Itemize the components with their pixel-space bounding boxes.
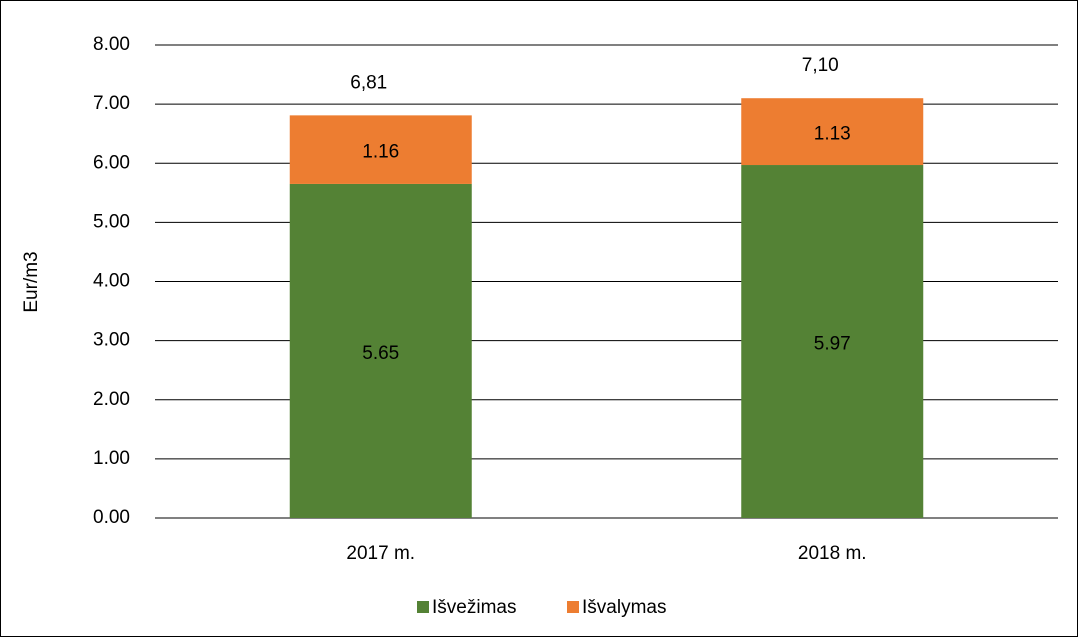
- y-tick-label: 0.00: [93, 507, 130, 528]
- data-label: 1.16: [362, 142, 399, 163]
- y-tick-label: 8.00: [93, 34, 130, 55]
- y-tick-label: 4.00: [93, 271, 130, 292]
- data-label: 1.13: [814, 124, 851, 145]
- legend-swatch: [417, 601, 429, 613]
- y-axis-label: Eur/m3: [21, 251, 42, 312]
- legend-label: Išvalymas: [582, 597, 666, 618]
- bar-segment: [289, 183, 472, 518]
- legend-label: Išvežimas: [432, 597, 516, 618]
- data-label: 5.97: [814, 334, 851, 355]
- y-tick-label: 3.00: [93, 330, 130, 351]
- bar-segment: [289, 115, 472, 184]
- y-tick-label: 2.00: [93, 389, 130, 410]
- legend-swatch: [567, 601, 579, 613]
- y-tick-label: 5.00: [93, 211, 130, 232]
- total-label: 7,10: [802, 55, 839, 76]
- y-tick-label: 1.00: [93, 448, 130, 469]
- y-tick-label: 7.00: [93, 93, 130, 114]
- data-label: 5.65: [362, 343, 399, 364]
- total-label: 6,81: [350, 72, 387, 93]
- bar-segment: [741, 165, 924, 518]
- x-tick-label: 2017 m.: [346, 543, 415, 564]
- y-tick-label: 6.00: [93, 152, 130, 173]
- bar-segment: [741, 98, 924, 166]
- x-tick-label: 2018 m.: [798, 543, 867, 564]
